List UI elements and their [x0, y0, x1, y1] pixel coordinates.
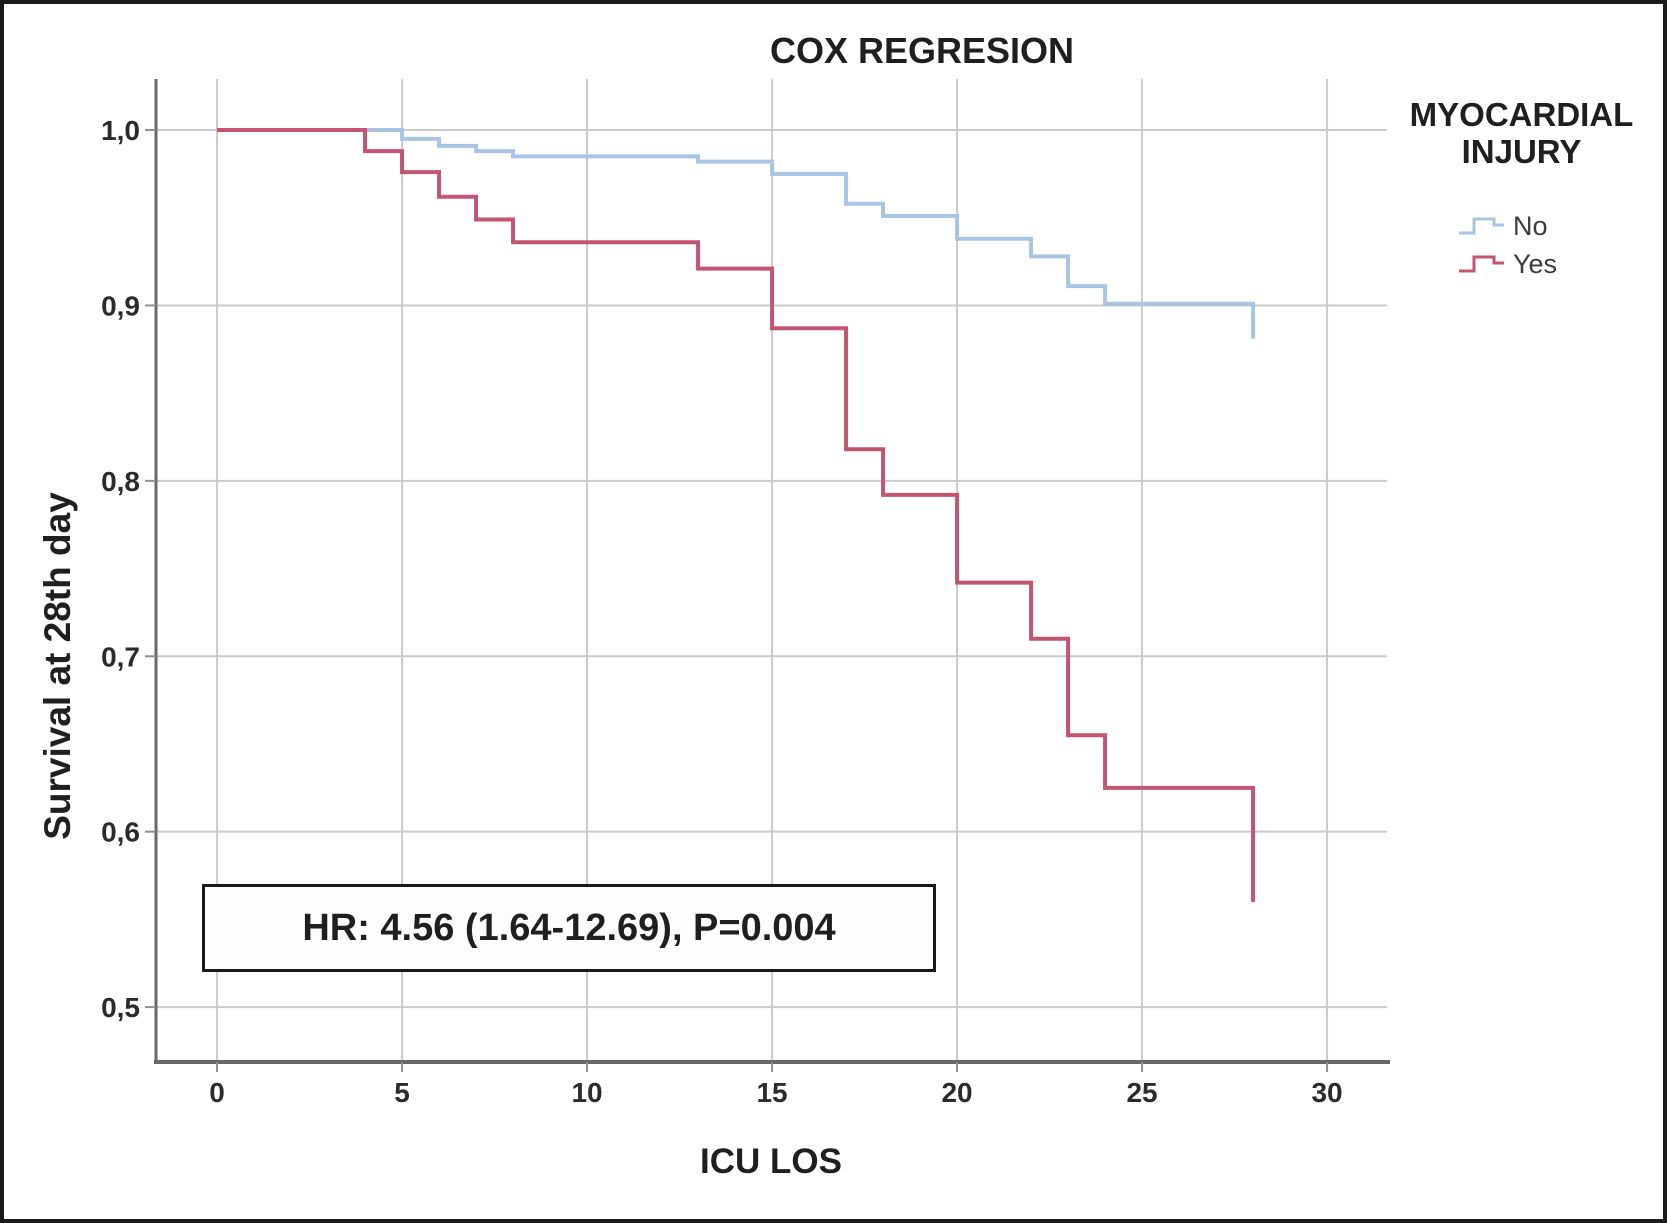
step-line-icon	[1459, 217, 1504, 235]
y-tick-label: 0,8	[101, 466, 140, 497]
legend: MYOCARDIAL INJURY No Yes	[1399, 96, 1644, 286]
y-tick-label: 0,9	[101, 290, 140, 321]
chart-title: COX REGRESION	[769, 30, 1075, 71]
x-axis-title: ICU LOS	[700, 1142, 842, 1181]
legend-label-yes: Yes	[1513, 248, 1558, 279]
x-tick-label: 10	[571, 1077, 602, 1108]
y-tick-label: 0,7	[101, 641, 140, 672]
km-plot-canvas: 1,0 0,9 0,8 0,7 0,6 0,5 0 5 10 15 20 25 30	[101, 79, 1390, 1108]
legend-title-line1: MYOCARDIAL	[1409, 96, 1634, 133]
hazard-ratio-annotation-box: HR: 4.56 (1.64-12.69), P=0.004	[202, 884, 936, 972]
y-tick-label: 0,6	[101, 817, 140, 848]
survival-curve-yes	[217, 128, 1256, 902]
legend-label-no: No	[1513, 210, 1548, 241]
y-tick-label: 0,5	[101, 992, 140, 1023]
step-line-icon	[1459, 255, 1504, 273]
y-axis-title: Survival at 28th day	[37, 492, 78, 840]
survival-curve-no	[217, 128, 1256, 339]
x-tick-label: 30	[1311, 1077, 1342, 1108]
x-tick-label: 20	[941, 1077, 972, 1108]
legend-title: MYOCARDIAL INJURY	[1399, 96, 1644, 170]
legend-items: No Yes	[1399, 210, 1644, 280]
x-tick-label: 5	[394, 1077, 410, 1108]
legend-title-line2: INJURY	[1461, 133, 1582, 170]
y-tick-label: 1,0	[101, 115, 140, 146]
x-tick-label: 15	[756, 1077, 787, 1108]
hazard-ratio-text: HR: 4.56 (1.64-12.69), P=0.004	[302, 906, 836, 949]
legend-item-yes: Yes	[1457, 248, 1644, 280]
x-tick-label: 0	[209, 1077, 225, 1108]
x-tick-label: 25	[1126, 1077, 1157, 1108]
legend-item-no: No	[1457, 210, 1644, 242]
